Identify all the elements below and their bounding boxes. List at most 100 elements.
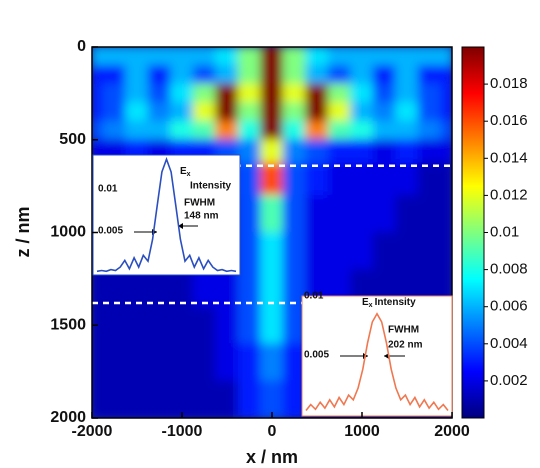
heatmap-cell bbox=[395, 194, 419, 233]
heatmap-cell bbox=[125, 269, 149, 308]
heatmap-cell bbox=[237, 194, 262, 233]
heatmap-cell bbox=[260, 343, 284, 382]
inset-annotation-value: 202 nm bbox=[388, 340, 423, 351]
heatmap-cell bbox=[92, 343, 104, 382]
heatmap-cell bbox=[260, 380, 284, 418]
heatmap-cell bbox=[395, 65, 419, 85]
heatmap-cell bbox=[92, 269, 104, 308]
heatmap-cell bbox=[260, 269, 284, 308]
heatmap-cell bbox=[282, 102, 307, 122]
heatmap-cell bbox=[327, 194, 352, 233]
heatmap-cell bbox=[237, 343, 262, 382]
heatmap-cell bbox=[440, 47, 452, 67]
heatmap-cell bbox=[350, 162, 374, 196]
heatmap-cell bbox=[350, 65, 374, 85]
heatmap-cell bbox=[102, 343, 127, 382]
heatmap-cell bbox=[237, 139, 262, 164]
heatmap-cell bbox=[372, 102, 397, 122]
heatmap-cell bbox=[327, 120, 352, 141]
heatmap-cell bbox=[282, 343, 307, 382]
heatmap-cell bbox=[125, 306, 149, 345]
heatmap-cell bbox=[260, 232, 284, 271]
heatmap-cell bbox=[440, 194, 452, 233]
inset-annotation-value: 148 nm bbox=[184, 211, 219, 222]
heatmap-cell bbox=[260, 162, 284, 196]
heatmap-cell bbox=[327, 83, 352, 104]
heatmap-cell bbox=[102, 120, 127, 141]
colorbar-tick-label: 0.014 bbox=[490, 149, 528, 166]
heatmap-cell bbox=[395, 232, 419, 271]
heatmap-cell bbox=[147, 102, 172, 122]
heatmap-cell bbox=[125, 102, 149, 122]
heatmap-cell bbox=[102, 269, 127, 308]
heatmap-cell bbox=[372, 120, 397, 141]
heatmap-cell bbox=[102, 83, 127, 104]
inset-line bbox=[305, 312, 449, 411]
heatmap-cell bbox=[215, 120, 239, 141]
heatmap-cell bbox=[237, 120, 262, 141]
heatmap-cell bbox=[440, 139, 452, 164]
heatmap-cell bbox=[417, 102, 442, 122]
heatmap-cell bbox=[237, 232, 262, 271]
heatmap-cell bbox=[260, 102, 284, 122]
colorbar-tick-label: 0.018 bbox=[490, 75, 528, 92]
inset-frame bbox=[92, 154, 241, 276]
heatmap-cell bbox=[282, 194, 307, 233]
heatmap-cell bbox=[395, 47, 419, 67]
heatmap-cell bbox=[237, 83, 262, 104]
heatmap-cell bbox=[260, 120, 284, 141]
heatmap-cell bbox=[92, 380, 104, 418]
heatmap-cell bbox=[170, 120, 194, 141]
heatmap-cell bbox=[282, 232, 307, 271]
heatmap-cell bbox=[282, 139, 307, 164]
heatmap-cell bbox=[417, 232, 442, 271]
heatmap-cell bbox=[350, 194, 374, 233]
colorbar-tick-label: 0.012 bbox=[490, 186, 528, 203]
inset-frame bbox=[301, 295, 453, 417]
heatmap-cell bbox=[170, 83, 194, 104]
heatmap-cell bbox=[147, 380, 172, 418]
heatmap-cell bbox=[260, 65, 284, 85]
heatmap-cell bbox=[147, 120, 172, 141]
heatmap-cell bbox=[147, 269, 172, 308]
inset-title-sub: x bbox=[187, 171, 191, 178]
heatmap-cell bbox=[417, 194, 442, 233]
heatmap-cell bbox=[350, 232, 374, 271]
y-tick-label: 2000 bbox=[50, 409, 86, 426]
heatmap-cell bbox=[192, 120, 217, 141]
heatmap-cell bbox=[192, 343, 217, 382]
heatmap-cell bbox=[92, 65, 104, 85]
heatmap-cell bbox=[417, 162, 442, 196]
heatmap-cell bbox=[327, 162, 352, 196]
heatmap-cell bbox=[125, 47, 149, 67]
heatmap-cell bbox=[417, 83, 442, 104]
heatmap-cell bbox=[147, 306, 172, 345]
heatmap-cell bbox=[215, 65, 239, 85]
inset-tick-label: 0.01 bbox=[98, 183, 118, 194]
heatmap-cell bbox=[92, 120, 104, 141]
inset-title-sub: x bbox=[369, 302, 373, 309]
heatmap-cell bbox=[395, 83, 419, 104]
heatmap-cell bbox=[192, 269, 217, 308]
inset-line bbox=[96, 156, 237, 273]
heatmap-cell bbox=[372, 83, 397, 104]
heatmap-cell bbox=[282, 162, 307, 196]
colorbar-tick-label: 0.008 bbox=[490, 261, 528, 278]
heatmap-cell bbox=[260, 194, 284, 233]
heatmap-cell bbox=[440, 102, 452, 122]
x-tick-label: -2000 bbox=[72, 423, 113, 440]
heatmap-cell bbox=[125, 83, 149, 104]
heatmap-cell bbox=[192, 380, 217, 418]
heatmap-cell bbox=[92, 139, 104, 164]
heatmap-cell bbox=[417, 120, 442, 141]
heatmap-cell bbox=[440, 65, 452, 85]
heatmap-cell bbox=[147, 47, 172, 67]
heatmap-cell bbox=[440, 162, 452, 196]
y-tick-label: 0 bbox=[77, 38, 86, 55]
heatmap-cell bbox=[305, 162, 329, 196]
heatmap-cell bbox=[372, 162, 397, 196]
heatmap-cell bbox=[215, 306, 239, 345]
heatmap-cell bbox=[215, 269, 239, 308]
colorbar-tick-label: 0.006 bbox=[490, 298, 528, 315]
